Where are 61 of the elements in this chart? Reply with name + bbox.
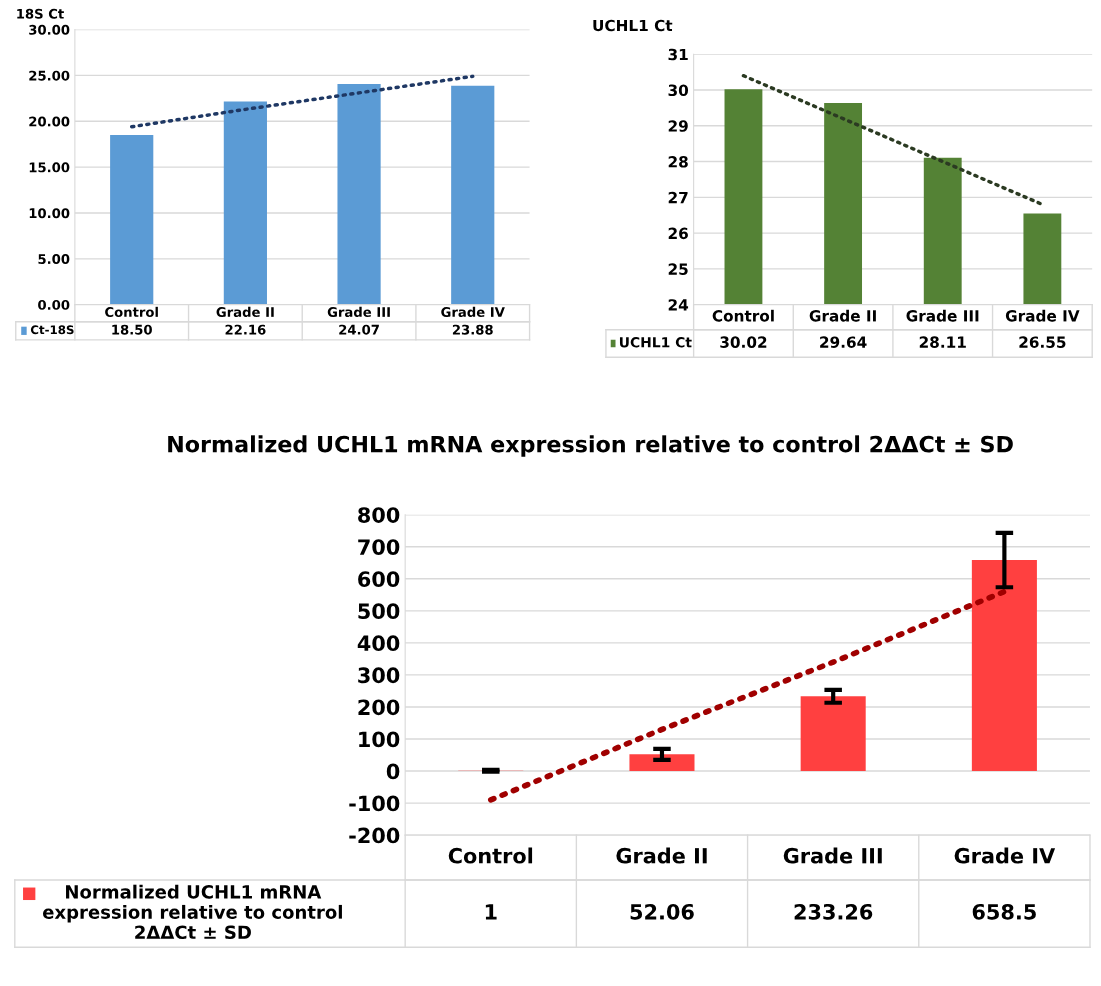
x-tick-label: Grade IV xyxy=(1005,309,1080,322)
data-label: 233.26 xyxy=(794,903,873,920)
data-label: 30.02 xyxy=(720,336,767,348)
bar xyxy=(971,560,1037,772)
y-tick-label: 28 xyxy=(668,156,688,168)
data-label: 29.64 xyxy=(820,336,867,348)
y-tick-label: 0.00 xyxy=(38,299,70,310)
data-label: 52.06 xyxy=(630,903,694,920)
y-tick-label: 300 xyxy=(358,667,400,684)
y-tick-label: 100 xyxy=(359,731,400,748)
x-tick-label: Control xyxy=(712,309,774,322)
x-tick-label: Grade III xyxy=(327,306,390,318)
y-tick-label: 5.00 xyxy=(38,254,70,265)
y-tick-label: 0 xyxy=(386,763,400,780)
x-tick-label: Grade IV xyxy=(441,306,505,318)
data-label: 18.50 xyxy=(112,324,152,335)
y-tick-label: 24 xyxy=(668,299,689,311)
bar xyxy=(629,754,695,772)
y-tick-label: 20.00 xyxy=(29,116,70,127)
y-tick-label: 400 xyxy=(357,635,400,652)
x-tick-label: Grade IV xyxy=(954,847,1056,864)
x-tick-label: Grade II xyxy=(616,847,707,864)
y-tick-label: 15.00 xyxy=(29,162,70,173)
y-tick-label: 10.00 xyxy=(29,208,70,219)
y-tick-label: 26 xyxy=(668,227,688,240)
y-tick-label: 31 xyxy=(668,48,688,61)
y-tick-label: 30.00 xyxy=(29,24,70,35)
chart-title: Normalized UCHL1 mRNA expression relative to control 2ΔΔCt ± SD xyxy=(168,435,1013,457)
y-tick-label: 700 xyxy=(358,539,400,555)
bar xyxy=(800,696,866,772)
y-tick-label: 29 xyxy=(668,120,688,132)
data-label: 28.11 xyxy=(919,336,966,348)
y-tick-label: 500 xyxy=(358,603,400,620)
x-tick-label: Grade III xyxy=(783,847,882,864)
data-label: 22.16 xyxy=(225,324,266,335)
data-label: 658.5 xyxy=(972,903,1036,920)
y-tick-label: 25 xyxy=(668,263,688,275)
legend-label: UCHL1 Ct xyxy=(619,337,692,348)
y-tick-label: -100 xyxy=(349,795,400,812)
data-label: 1 xyxy=(485,904,497,920)
legend-label: Ct-18S xyxy=(30,325,74,335)
line-series xyxy=(741,73,1045,207)
y-tick-label: -200 xyxy=(349,827,400,844)
y-tick-label: 600 xyxy=(358,571,400,587)
x-tick-label: Control xyxy=(448,847,533,864)
x-tick-label: Control xyxy=(105,306,158,318)
data-label: 24.07 xyxy=(339,324,379,335)
legend-label: Normalized UCHL1 mRNA expression relative to control 2ΔΔCt ± SD xyxy=(42,884,342,940)
data-label: 26.55 xyxy=(1019,336,1066,348)
y-axis-title: 18S Ct xyxy=(17,8,64,19)
y-tick-label: 25.00 xyxy=(29,70,70,81)
y-tick-label: 800 xyxy=(358,507,400,523)
y-tick-label: 27 xyxy=(668,191,688,204)
x-tick-label: Grade II xyxy=(216,306,274,318)
data-label: 23.88 xyxy=(452,324,493,335)
x-tick-label: Grade II xyxy=(809,309,876,322)
y-tick-label: 200 xyxy=(358,699,400,716)
x-tick-label: Grade III xyxy=(906,309,979,322)
line-series xyxy=(129,74,475,129)
y-axis-title: UCHL1 Ct xyxy=(593,19,673,32)
y-tick-label: 30 xyxy=(668,84,689,97)
